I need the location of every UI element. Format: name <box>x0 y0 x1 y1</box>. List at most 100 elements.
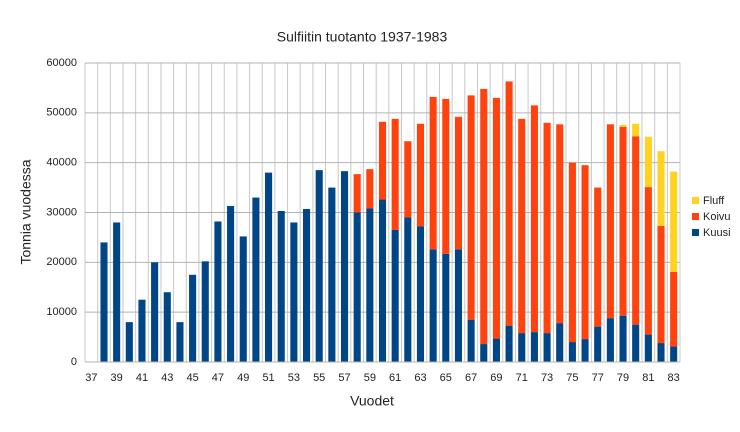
x-tick-label: 59 <box>364 372 376 384</box>
bar <box>657 151 665 226</box>
x-tick-label: 79 <box>617 372 629 384</box>
bar <box>619 126 627 316</box>
bar <box>391 229 399 362</box>
x-tick-label: 73 <box>541 372 553 384</box>
bar <box>302 209 311 362</box>
bar <box>404 217 412 362</box>
legend-label: Kuusi <box>703 227 731 239</box>
x-tick-label: 45 <box>186 372 198 384</box>
bar <box>315 170 323 362</box>
bar <box>328 187 336 362</box>
bar <box>378 121 387 200</box>
y-tick-label: 0 <box>71 356 77 368</box>
y-tick-label: 50000 <box>46 107 77 119</box>
bar <box>429 249 437 362</box>
bar <box>366 169 374 209</box>
bar <box>619 124 627 127</box>
bar <box>670 346 678 362</box>
bar <box>277 211 285 362</box>
bar <box>480 88 488 345</box>
bar <box>429 96 437 250</box>
bar <box>201 261 209 362</box>
bar <box>454 116 463 250</box>
bar <box>543 333 551 362</box>
bar <box>480 344 488 362</box>
bar <box>454 249 463 362</box>
x-tick-label: 75 <box>566 372 578 384</box>
bar <box>416 123 425 227</box>
bar <box>239 236 247 362</box>
x-tick-label: 81 <box>642 372 654 384</box>
x-axis-title: Vuodet <box>350 393 394 409</box>
x-tick-label: 39 <box>111 372 123 384</box>
bar <box>530 105 538 333</box>
bar <box>442 253 450 362</box>
bar <box>416 226 425 362</box>
x-tick-label: 55 <box>313 372 325 384</box>
x-tick-label: 83 <box>668 372 680 384</box>
bar <box>670 271 678 347</box>
bar <box>353 212 361 362</box>
bar <box>594 187 602 327</box>
x-tick-label: 57 <box>338 372 350 384</box>
bar <box>518 333 526 362</box>
bar <box>530 332 538 362</box>
bar <box>581 339 589 362</box>
bar <box>492 97 500 339</box>
bar <box>391 118 399 230</box>
bar <box>556 323 564 362</box>
bar <box>227 206 235 362</box>
x-tick-label: 69 <box>490 372 502 384</box>
y-axis-title: Tonnia vuodessa <box>18 159 34 264</box>
bar <box>125 322 133 362</box>
bar <box>606 124 614 319</box>
bar <box>467 319 475 362</box>
y-tick-label: 60000 <box>46 57 77 69</box>
legend-swatch <box>692 213 699 220</box>
bar <box>151 262 159 362</box>
y-tick-label: 20000 <box>46 256 77 268</box>
x-tick-label: 47 <box>212 372 224 384</box>
x-tick-label: 49 <box>237 372 249 384</box>
bar <box>606 318 614 362</box>
bar <box>353 174 361 213</box>
bar <box>632 324 640 362</box>
bar <box>568 162 576 343</box>
bar <box>594 326 602 362</box>
bar <box>556 124 564 324</box>
bar <box>644 334 652 362</box>
bar <box>265 172 273 362</box>
bar <box>505 325 513 362</box>
x-tick-label: 67 <box>465 372 477 384</box>
bar <box>290 222 298 362</box>
bar <box>189 274 197 362</box>
bar <box>138 299 146 362</box>
y-tick-label: 10000 <box>46 306 77 318</box>
bar <box>632 136 640 325</box>
x-tick-label: 53 <box>288 372 300 384</box>
bar <box>214 221 222 362</box>
bar <box>252 197 260 362</box>
bar <box>163 292 171 362</box>
bar <box>340 171 349 362</box>
bar <box>632 123 640 137</box>
bar <box>619 315 627 362</box>
x-tick-label: 37 <box>85 372 97 384</box>
bar <box>644 136 652 188</box>
bar <box>505 81 513 326</box>
x-tick-label: 61 <box>389 372 401 384</box>
bar <box>492 338 500 362</box>
x-tick-label: 65 <box>440 372 452 384</box>
bar <box>581 165 589 340</box>
bar <box>467 95 475 320</box>
legend-swatch <box>692 197 699 204</box>
bar <box>113 222 121 362</box>
bar <box>657 225 665 344</box>
bar <box>366 208 374 362</box>
bar <box>404 141 412 218</box>
y-tick-label: 40000 <box>46 157 77 169</box>
bar <box>644 187 652 335</box>
x-tick-label: 63 <box>414 372 426 384</box>
x-tick-label: 41 <box>136 372 148 384</box>
